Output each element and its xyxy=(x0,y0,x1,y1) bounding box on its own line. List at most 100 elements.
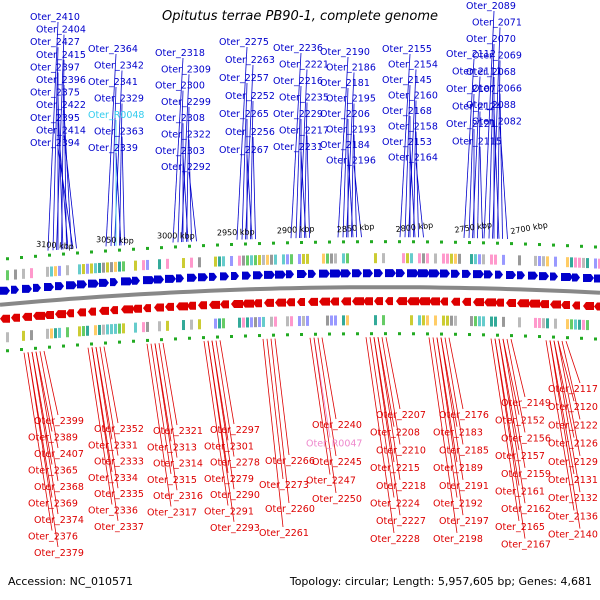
gene-label-bottom: Oter_2140 xyxy=(548,530,598,541)
reverse-gene-arrow xyxy=(286,298,295,307)
forward-gene-arrow xyxy=(528,271,538,280)
feature-band-top xyxy=(326,253,329,264)
feature-band-bottom xyxy=(222,318,225,329)
label-leader-line xyxy=(39,351,59,449)
label-leader-line xyxy=(553,340,575,438)
gene-label-bottom: Oter_2278 xyxy=(210,458,260,469)
feature-band-top xyxy=(346,253,349,264)
tick-dot xyxy=(538,243,541,247)
feature-band-bottom xyxy=(262,316,265,327)
reverse-gene-arrow xyxy=(110,306,118,315)
feature-band-top xyxy=(302,253,305,264)
feature-band-bottom xyxy=(582,319,585,330)
feature-band-top xyxy=(142,260,145,271)
label-leader-line xyxy=(565,341,581,384)
label-leader-line xyxy=(162,342,178,426)
topology-text: Topology: circular; Length: 5,957,605 bp… xyxy=(289,575,592,588)
tick-dot xyxy=(580,244,583,248)
gene-label-top: Oter_2300 xyxy=(155,81,205,92)
gene-label-bottom: Oter_2136 xyxy=(548,511,598,522)
accession-text: Accession: NC_010571 xyxy=(8,575,134,588)
reverse-gene-arrow xyxy=(583,301,594,310)
tick-dot xyxy=(510,242,513,246)
tick-dot xyxy=(314,240,317,244)
gene-label-top: Oter_2071 xyxy=(472,18,522,29)
label-leader-line xyxy=(498,338,526,504)
tick-dot xyxy=(342,332,345,336)
gene-label-bottom: Oter_2167 xyxy=(501,540,551,551)
tick-dot xyxy=(244,242,247,246)
tick-dot xyxy=(468,333,471,337)
feature-band-bottom xyxy=(214,318,217,329)
feature-band-top xyxy=(502,254,505,265)
tick-dot xyxy=(230,242,233,246)
gene-label-top: Oter_2275 xyxy=(219,37,269,48)
feature-band-bottom xyxy=(82,326,85,337)
gene-label-bottom: Oter_2162 xyxy=(501,504,551,515)
feature-band-top xyxy=(82,264,85,275)
gene-label-top: Oter_2089 xyxy=(466,1,516,12)
tick-dot xyxy=(412,240,415,244)
forward-gene-arrow xyxy=(341,269,351,278)
label-leader-line xyxy=(337,56,349,238)
reverse-gene-arrow xyxy=(99,306,109,315)
label-leader-line xyxy=(381,337,401,445)
label-leader-line xyxy=(110,86,117,247)
kbp-tick-label: 3050 kbp xyxy=(96,235,134,245)
gene-label-top: Oter_2309 xyxy=(161,64,211,75)
label-leader-line xyxy=(365,337,395,533)
label-leader-line xyxy=(306,135,310,238)
gene-label-bottom: Oter_2389 xyxy=(28,433,78,444)
feature-band-top xyxy=(538,256,541,267)
feature-band-bottom xyxy=(482,316,485,327)
gene-label-top: Oter_2397 xyxy=(30,62,80,73)
label-leader-line xyxy=(219,340,235,425)
label-leader-line xyxy=(479,146,483,239)
gene-label-top: Oter_2190 xyxy=(320,47,370,58)
label-leader-line xyxy=(177,90,184,243)
gene-label-bottom: Oter_2131 xyxy=(548,475,598,486)
label-leader-line xyxy=(300,151,307,238)
tick-dot xyxy=(62,344,65,348)
gene-label-bottom: Oter_2352 xyxy=(94,424,144,435)
feature-band-top xyxy=(586,258,589,269)
gene-label-top: Oter_2121 xyxy=(446,119,496,130)
label-leader-line xyxy=(440,337,464,480)
gene-label-bottom: Oter_2117 xyxy=(548,384,598,395)
label-leader-line xyxy=(477,111,481,239)
tick-dot xyxy=(202,244,205,248)
label-leader-line xyxy=(57,122,69,250)
gene-label-top: Oter_2375 xyxy=(30,88,80,99)
reverse-gene-arrow xyxy=(44,310,54,319)
label-leader-line xyxy=(105,53,117,247)
feature-band-top xyxy=(110,262,113,273)
gene-label-bottom: Oter_2224 xyxy=(370,499,420,510)
feature-band-bottom xyxy=(166,320,169,331)
label-leader-line xyxy=(182,155,189,242)
feature-band-bottom xyxy=(426,315,429,326)
tick-dot xyxy=(48,253,51,257)
gene-label-top: Oter_2265 xyxy=(219,109,269,120)
feature-band-top xyxy=(454,253,457,264)
tick-dot xyxy=(314,332,317,336)
gene-label-top: Oter_2322 xyxy=(161,130,211,141)
gene-label-top: Oter_R0048 xyxy=(88,110,144,121)
feature-band-top xyxy=(118,261,121,272)
feature-band-top xyxy=(218,256,221,267)
gene-label-top: Oter_2066 xyxy=(472,84,522,95)
reverse-gene-arrow xyxy=(462,297,471,306)
genome-backbone xyxy=(0,285,600,307)
label-leader-line xyxy=(557,340,581,456)
tick-dot xyxy=(216,243,219,247)
tick-dot xyxy=(384,332,387,336)
tick-dot xyxy=(482,241,485,245)
gene-label-bottom: Oter_2228 xyxy=(370,534,420,545)
reverse-gene-arrow xyxy=(55,310,66,319)
reverse-gene-arrow xyxy=(396,297,407,306)
feature-band-bottom xyxy=(422,315,425,326)
feature-band-bottom xyxy=(22,330,25,341)
reverse-gene-arrow xyxy=(418,297,430,306)
gene-label-top: Oter_2308 xyxy=(155,113,205,124)
label-leader-line xyxy=(502,338,520,415)
